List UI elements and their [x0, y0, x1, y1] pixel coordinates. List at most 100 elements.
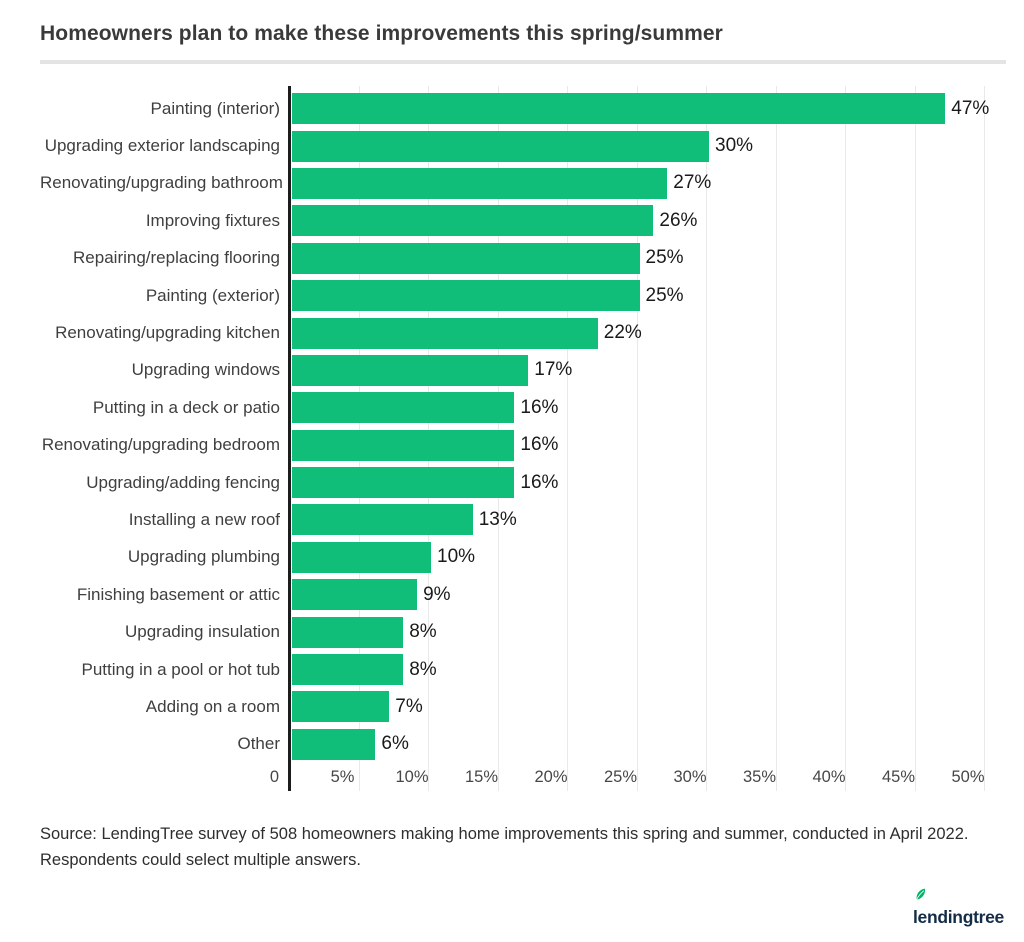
- title-divider: [40, 60, 1006, 64]
- bar: [292, 280, 640, 312]
- tick-label: 30%: [673, 768, 707, 787]
- category-label: Putting in a deck or patio: [92, 397, 280, 417]
- category-label: Finishing basement or attic: [76, 584, 280, 604]
- bar: [292, 317, 598, 349]
- plot-area: 6%: [292, 728, 987, 760]
- bar-row: Putting in a pool or hot tub 8%: [40, 651, 984, 688]
- value-label: 17%: [534, 359, 573, 381]
- category-label: Renovating/upgrading bathroom: [40, 173, 283, 193]
- value-label: 26%: [659, 209, 698, 231]
- bar: [292, 728, 376, 760]
- y-axis-line: [288, 86, 291, 791]
- plot-area: 13%: [292, 504, 987, 536]
- bar-row: Upgrading insulation 8%: [40, 613, 984, 650]
- bar-row: Upgrading plumbing 10%: [40, 539, 984, 576]
- plot-area: 27%: [292, 167, 987, 199]
- tick-label: 45%: [881, 768, 916, 787]
- value-label: 47%: [951, 97, 990, 119]
- plot-area: 16%: [292, 429, 987, 461]
- plot-area: 8%: [292, 616, 987, 648]
- bar: [292, 205, 654, 237]
- category-label: Other: [237, 734, 280, 754]
- bar-chart: Painting (interior) 47% Upgrading exterior…: [40, 86, 990, 793]
- gridline: [567, 86, 568, 791]
- infographic: Homeowners plan to make these improvemen…: [40, 22, 1006, 870]
- value-label: 13%: [478, 508, 517, 530]
- value-label: 6%: [381, 733, 409, 755]
- gridline: [914, 86, 916, 791]
- category-label: Upgrading plumbing: [127, 547, 280, 567]
- logo-text: lendingtree: [912, 907, 1004, 927]
- bar-row: Improving fixtures 26%: [40, 202, 984, 239]
- tick-label: 10%: [395, 768, 429, 787]
- leaf-icon: [916, 888, 926, 900]
- bar-row: Putting in a deck or patio 16%: [40, 389, 984, 426]
- value-label: 16%: [520, 471, 559, 493]
- value-label: 25%: [645, 247, 684, 269]
- tick-label: 20%: [534, 768, 568, 787]
- gridline: [984, 86, 985, 791]
- gridline: [845, 86, 846, 791]
- bar-row: Upgrading exterior landscaping 30%: [40, 127, 984, 164]
- category-label: Painting (exterior): [145, 285, 280, 305]
- bar: [292, 579, 418, 611]
- bar-rows: Painting (interior) 47% Upgrading exterior…: [40, 90, 990, 763]
- value-label: 27%: [673, 172, 712, 194]
- category-label: Renovating/upgrading bedroom: [41, 435, 280, 455]
- plot-area: 47%: [292, 93, 990, 125]
- category-label: Upgrading/adding fencing: [86, 472, 280, 492]
- plot-area: 9%: [292, 579, 987, 611]
- category-label: Repairing/replacing flooring: [73, 248, 280, 268]
- bar: [292, 467, 515, 499]
- tick-label: 0: [269, 768, 279, 787]
- bar: [292, 691, 390, 723]
- bar: [292, 616, 404, 648]
- bar-row: Other 6%: [40, 726, 984, 763]
- bar-row: Finishing basement or attic 9%: [40, 576, 984, 613]
- bar-row: Renovating/upgrading bathroom 27%: [40, 165, 984, 202]
- plot-area: 22%: [292, 317, 987, 349]
- bar: [292, 167, 668, 199]
- gridline: [706, 86, 707, 791]
- lendingtree-logo: lendingtree: [912, 888, 1004, 928]
- category-label: Improving fixtures: [145, 210, 280, 230]
- category-label: Upgrading exterior landscaping: [44, 136, 280, 156]
- bar-row: Repairing/replacing flooring 25%: [40, 240, 984, 277]
- category-label: Painting (interior): [150, 98, 280, 118]
- gridline: [775, 86, 777, 791]
- bar-row: Renovating/upgrading kitchen 22%: [40, 314, 984, 351]
- plot-area: 26%: [292, 205, 987, 237]
- plot-area: 16%: [292, 392, 987, 424]
- category-label: Installing a new roof: [128, 509, 280, 529]
- bar-row: Installing a new roof 13%: [40, 501, 984, 538]
- value-label: 22%: [603, 322, 642, 344]
- category-label: Upgrading insulation: [125, 622, 280, 642]
- plot-area: 17%: [292, 354, 987, 386]
- category-label: Renovating/upgrading kitchen: [55, 323, 280, 343]
- bar: [292, 392, 515, 424]
- bar: [292, 541, 431, 573]
- category-label: Adding on a room: [145, 696, 280, 716]
- x-axis-ticks: 0 5% 10% 15% 20% 25% 30% 35% 40% 45% 50%: [270, 763, 987, 793]
- value-label: 16%: [520, 434, 559, 456]
- tick-label: 15%: [464, 768, 499, 787]
- bar: [292, 654, 404, 686]
- tick-label: 5%: [330, 768, 355, 787]
- value-label: 7%: [395, 695, 423, 717]
- plot-area: 30%: [292, 130, 987, 162]
- bar-row: Painting (interior) 47%: [40, 90, 990, 127]
- plot-area: 25%: [292, 242, 987, 274]
- value-label: 30%: [715, 135, 754, 157]
- gridline: [636, 86, 638, 791]
- bar-row: Painting (exterior) 25%: [40, 277, 984, 314]
- value-label: 8%: [409, 658, 437, 680]
- plot-area: 8%: [292, 654, 987, 686]
- source-note: Source: LendingTree survey of 508 homeow…: [40, 825, 969, 870]
- plot-area: 16%: [292, 467, 987, 499]
- bar-row: Upgrading/adding fencing 16%: [40, 464, 984, 501]
- value-label: 16%: [520, 396, 559, 418]
- bar: [292, 130, 709, 162]
- plot-area: 7%: [292, 691, 987, 723]
- bar: [292, 242, 640, 274]
- value-label: 25%: [645, 284, 684, 306]
